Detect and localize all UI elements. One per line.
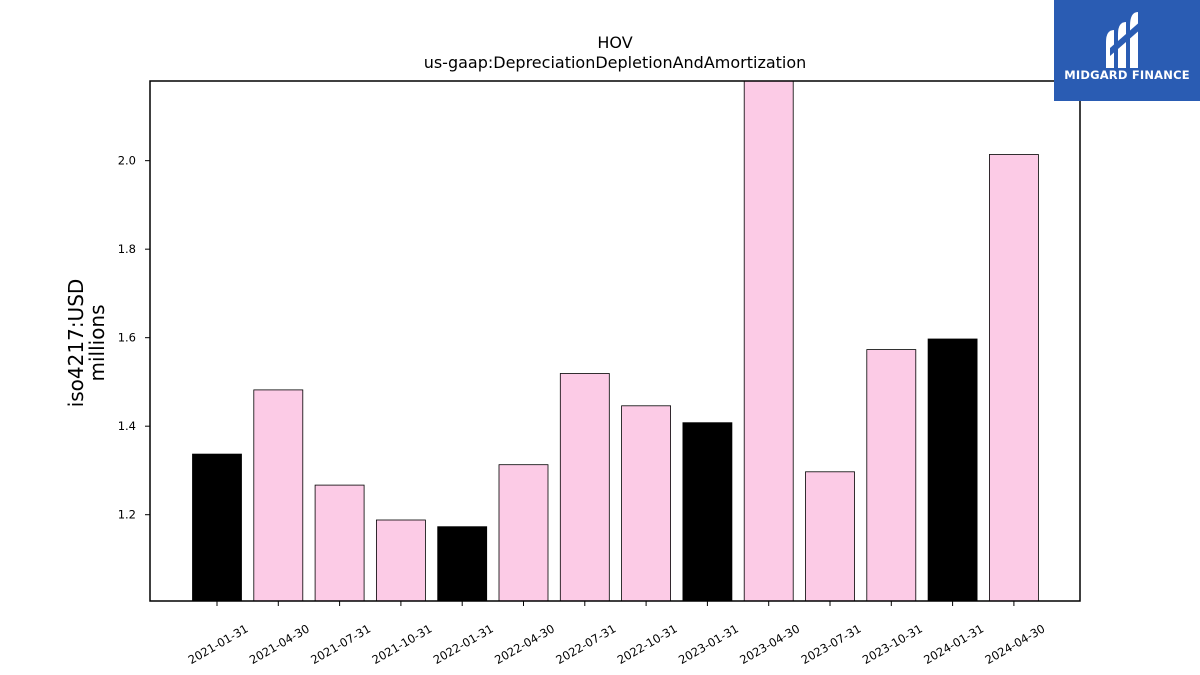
brand-name: MIDGARD FINANCE	[1064, 68, 1190, 82]
x-tick-label: 2024-01-31	[921, 621, 986, 667]
brand-logo: MIDGARD FINANCE	[1054, 0, 1200, 101]
bar-2021-04-30	[253, 389, 304, 602]
midgard-m-logo-icon	[1106, 12, 1142, 68]
chart-subtitle: us-gaap:DepreciationDepletionAndAmortiza…	[424, 53, 807, 72]
plot-frame	[149, 80, 1081, 602]
bar-2024-04-30	[989, 154, 1039, 602]
x-tick-label: 2022-10-31	[615, 621, 680, 667]
bar-2024-01-31	[927, 338, 978, 602]
x-tick-label: 2023-04-30	[737, 621, 802, 667]
x-tick-label: 2023-10-31	[860, 621, 925, 667]
y-tick-label: 2.0	[118, 154, 136, 168]
bar-2023-07-31	[805, 471, 855, 602]
bar-2021-07-31	[314, 484, 365, 602]
y-tick-label: 1.8	[118, 242, 136, 256]
y-tick-label: 1.4	[118, 419, 136, 433]
x-tick-label: 2023-07-31	[799, 621, 864, 667]
x-tick-label: 2023-01-31	[676, 621, 741, 667]
bar-2022-04-30	[498, 464, 549, 602]
y-tick-label: 1.2	[118, 508, 136, 522]
y-tick-label: 1.6	[118, 331, 136, 345]
bar-2023-04-30	[743, 80, 794, 602]
bar-2023-10-31	[866, 349, 917, 602]
x-axis-ticks: 2021-01-312021-04-302021-07-312021-10-31…	[186, 601, 1048, 667]
y-axis-label-units: millions	[85, 304, 109, 381]
y-axis-label: iso4217:USD	[64, 279, 88, 408]
bar-2021-01-31	[192, 453, 242, 602]
x-tick-label: 2021-10-31	[370, 621, 435, 667]
bars-group	[192, 80, 1039, 602]
x-tick-label: 2022-04-30	[492, 621, 557, 667]
bar-2022-07-31	[559, 373, 610, 602]
x-tick-label: 2022-01-31	[431, 621, 496, 667]
x-tick-label: 2021-01-31	[186, 621, 251, 667]
bar-2023-01-31	[682, 422, 733, 602]
x-tick-label: 2021-07-31	[308, 621, 373, 667]
bar-2021-10-31	[375, 519, 426, 602]
bar-2022-10-31	[621, 405, 671, 602]
chart-title: HOV	[597, 33, 632, 52]
y-axis-ticks: 1.2 1.4 1.6 1.8 2.0	[118, 154, 150, 522]
x-tick-label: 2021-04-30	[247, 621, 312, 667]
x-tick-label: 2024-04-30	[983, 621, 1048, 667]
bar-2022-01-31	[437, 526, 488, 602]
x-tick-label: 2022-07-31	[553, 621, 618, 667]
